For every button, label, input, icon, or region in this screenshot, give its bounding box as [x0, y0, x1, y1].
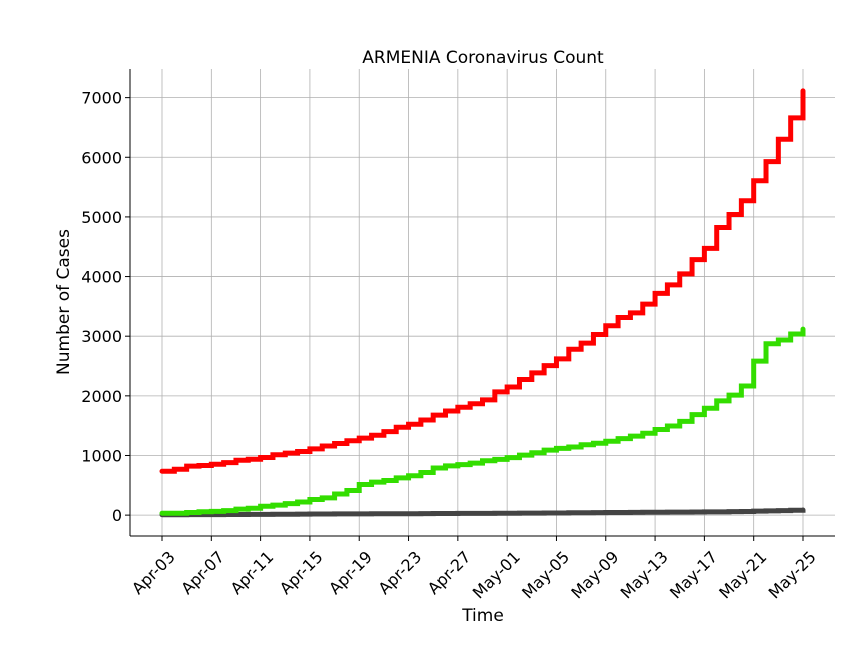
y-tick-label: 6000	[81, 148, 122, 167]
x-tick-label: May-13	[617, 547, 672, 602]
x-tick-label: Apr-23	[375, 547, 426, 598]
x-tick-label: Apr-15	[276, 547, 327, 598]
x-tick-label: May-05	[518, 547, 573, 602]
y-tick-label: 7000	[81, 89, 122, 108]
series-line-confirmed	[159, 88, 806, 474]
x-tick-label: Apr-19	[325, 547, 376, 598]
x-tick-label: Apr-11	[227, 547, 278, 598]
axis-ticks: Apr-03Apr-07Apr-11Apr-15Apr-19Apr-23Apr-…	[81, 89, 819, 603]
axes-spines	[129, 69, 835, 537]
series-line-recovered	[159, 326, 806, 516]
y-axis-label: Number of Cases	[54, 229, 74, 375]
x-axis-label: Time	[461, 606, 504, 626]
x-tick-label: May-17	[666, 547, 721, 602]
x-tick-label: May-01	[469, 547, 524, 602]
x-tick-label: Apr-27	[424, 547, 475, 598]
y-tick-label: 0	[112, 506, 122, 525]
y-tick-label: 3000	[81, 327, 122, 346]
y-tick-label: 1000	[81, 446, 122, 465]
chart-title: ARMENIA Coronavirus Count	[362, 48, 604, 68]
x-tick-label: May-21	[715, 547, 770, 602]
x-tick-label: Apr-07	[177, 547, 228, 598]
series-lines	[159, 88, 806, 518]
x-tick-label: Apr-03	[128, 547, 179, 598]
y-tick-label: 5000	[81, 208, 122, 227]
y-tick-label: 2000	[81, 387, 122, 406]
y-tick-label: 4000	[81, 268, 122, 287]
grid-lines	[130, 69, 835, 536]
x-tick-label: May-25	[765, 547, 820, 602]
x-tick-label: May-09	[567, 547, 622, 602]
series-line-deaths	[159, 507, 806, 518]
